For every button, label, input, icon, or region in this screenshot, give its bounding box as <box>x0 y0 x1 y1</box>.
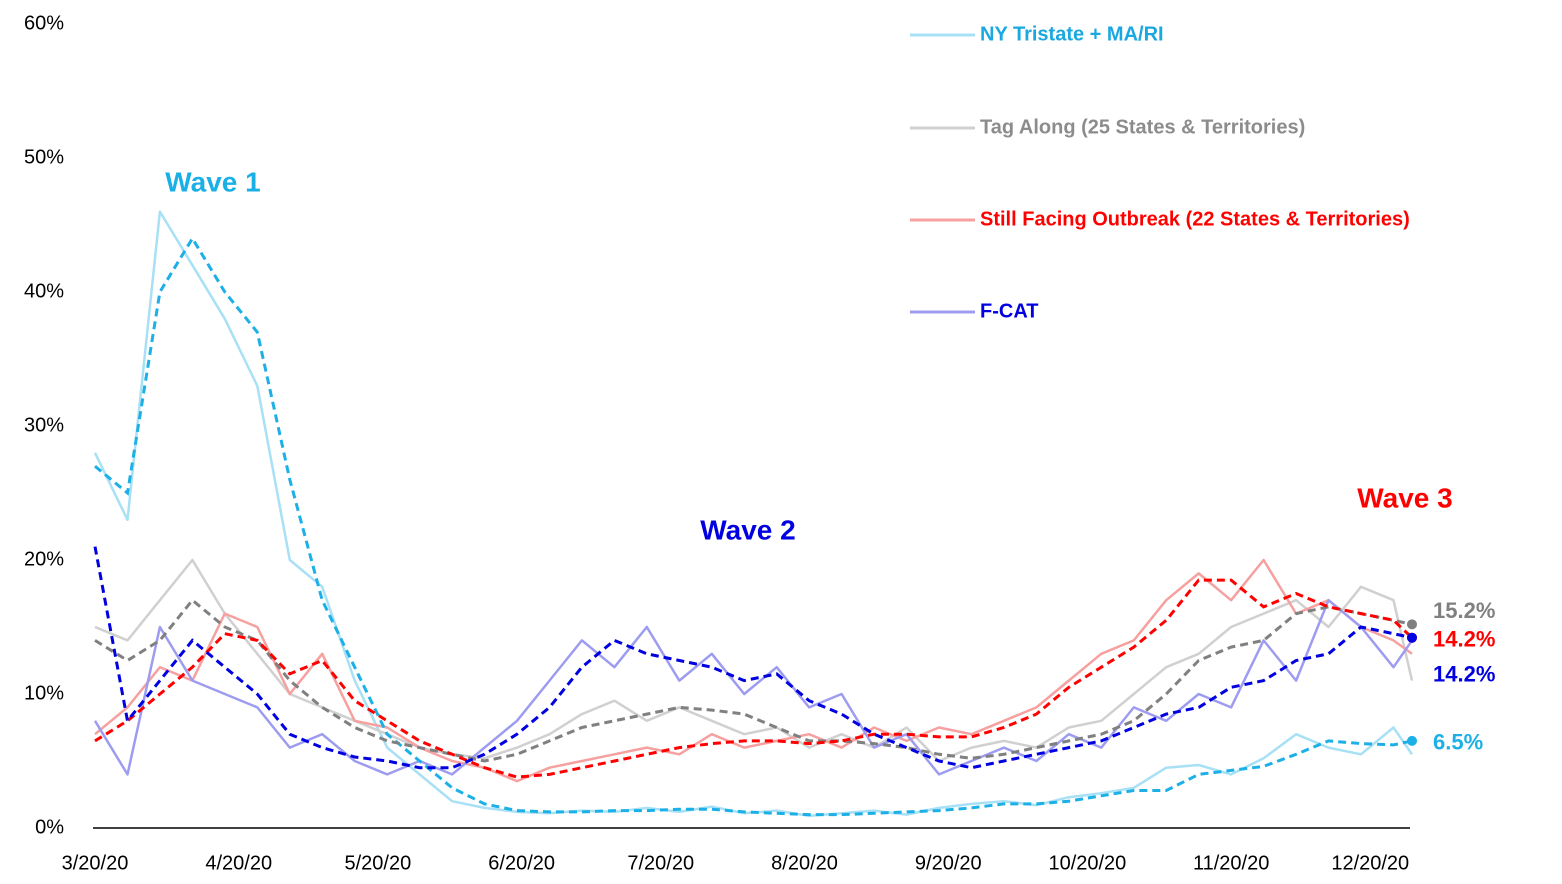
annotation: Wave 3 <box>1357 482 1452 513</box>
end-label: 14.2% <box>1433 662 1495 687</box>
end-dot <box>1407 619 1417 630</box>
average-line <box>94 235 1413 817</box>
legend-label: Still Facing Outbreak (22 States & Terri… <box>980 208 1410 230</box>
y-tick-label: 0% <box>35 816 64 838</box>
end-dot <box>1407 735 1417 746</box>
end-label: 6.5% <box>1433 730 1483 755</box>
raw-line <box>93 598 1414 776</box>
x-tick-label: 12/20/20 <box>1331 852 1409 874</box>
end-label: 14.2% <box>1433 627 1495 652</box>
end-dot <box>1407 632 1417 643</box>
raw-line <box>94 558 1413 783</box>
y-tick-label: 50% <box>24 146 64 168</box>
annotation: Wave 1 <box>165 166 260 197</box>
x-tick-label: 5/20/20 <box>345 852 412 874</box>
average-line <box>94 578 1414 779</box>
raw-line <box>94 558 1414 763</box>
end-label: 15.2% <box>1433 598 1495 623</box>
x-tick-label: 7/20/20 <box>627 852 694 874</box>
x-tick-label: 4/20/20 <box>205 852 272 874</box>
legend-label: NY Tristate + MA/RI <box>980 23 1164 45</box>
y-tick-label: 60% <box>24 12 64 34</box>
legend-label: F-CAT <box>980 300 1039 322</box>
y-tick-label: 30% <box>24 414 64 436</box>
y-tick-label: 10% <box>24 682 64 704</box>
annotation: Wave 2 <box>700 514 795 545</box>
x-tick-label: 8/20/20 <box>771 852 838 874</box>
y-tick-label: 20% <box>24 548 64 570</box>
x-tick-label: 11/20/20 <box>1193 852 1269 874</box>
x-tick-label: 9/20/20 <box>915 852 982 874</box>
legend-label: Tag Along (25 States & Territories) <box>980 116 1305 138</box>
average-line <box>94 598 1413 763</box>
x-tick-label: 6/20/20 <box>488 852 555 874</box>
x-tick-label: 10/20/20 <box>1048 852 1126 874</box>
y-tick-label: 40% <box>24 280 64 302</box>
x-tick-label: 3/20/20 <box>62 852 129 874</box>
average-line <box>93 546 1413 770</box>
